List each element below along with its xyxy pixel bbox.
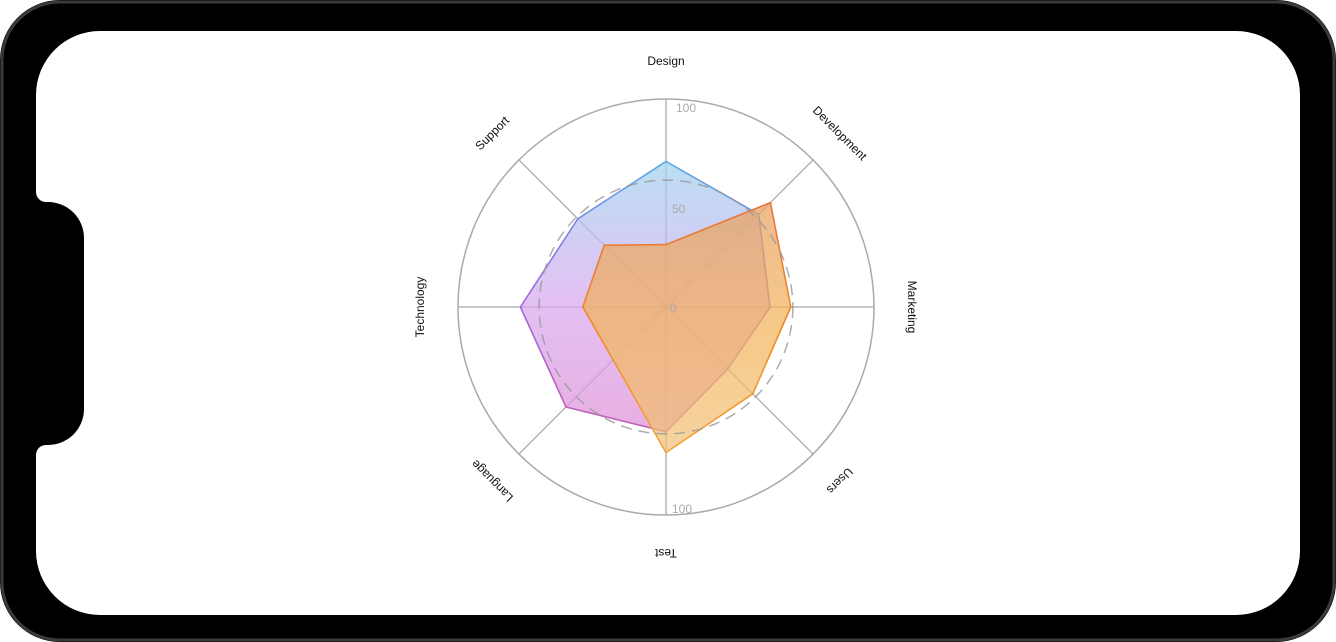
radial-tick-label: 0 bbox=[670, 301, 677, 315]
category-label: Design bbox=[647, 54, 684, 68]
category-label: Marketing bbox=[905, 281, 919, 334]
radar-chart: 100 50 0 100 Design Development Marketing Users… bbox=[413, 54, 919, 560]
category-label: Test bbox=[654, 546, 677, 560]
radial-tick-label: 50 bbox=[672, 202, 686, 216]
category-label: Support bbox=[472, 113, 512, 153]
series-2-area bbox=[581, 201, 792, 454]
radial-tick-label: 100 bbox=[676, 101, 696, 115]
category-label: Technology bbox=[413, 277, 427, 338]
category-label: Development bbox=[810, 103, 870, 163]
radar-series bbox=[519, 160, 794, 454]
reference-ring bbox=[538, 179, 794, 435]
radial-tick-label: 100 bbox=[672, 502, 692, 516]
category-label: Language bbox=[468, 457, 516, 505]
category-label: Users bbox=[824, 465, 856, 497]
